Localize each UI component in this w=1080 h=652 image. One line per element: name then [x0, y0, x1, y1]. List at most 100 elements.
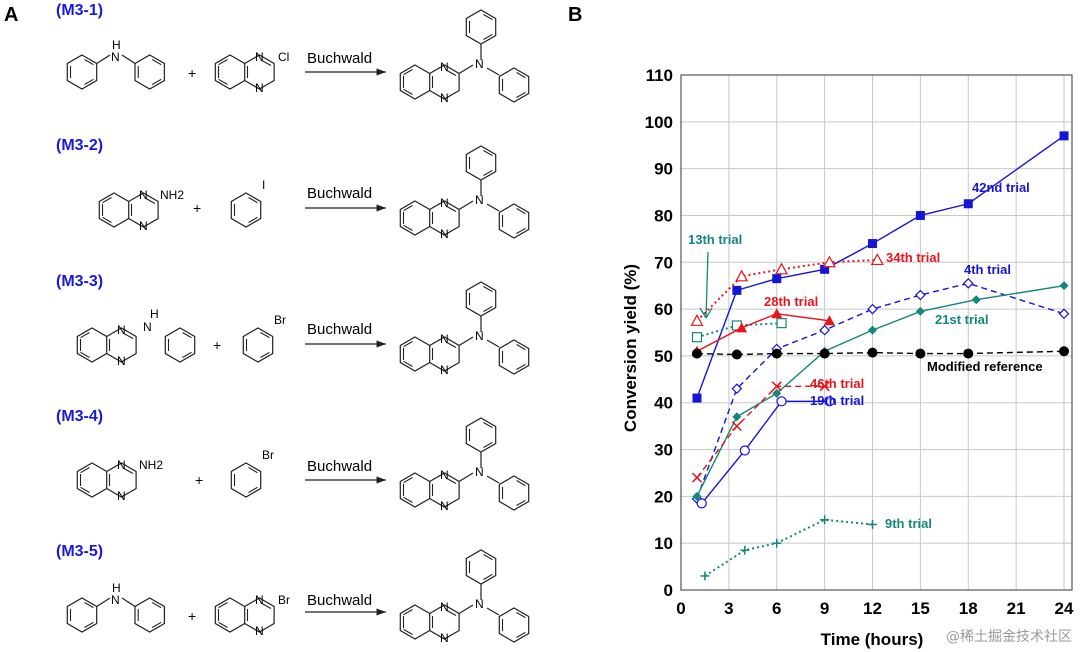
data-point — [696, 498, 707, 509]
x-tick-label: 9 — [820, 599, 829, 618]
series-annotation: 34th trial — [886, 250, 940, 265]
data-point — [868, 325, 878, 335]
atom-label: N — [117, 354, 126, 368]
atom-label: N — [139, 219, 148, 233]
atom-label: N — [475, 329, 484, 343]
atom-label: N — [475, 193, 484, 207]
data-point — [1059, 131, 1069, 141]
data-point — [915, 306, 925, 316]
data-point — [700, 571, 710, 581]
x-axis-label: Time (hours) — [821, 630, 924, 649]
iodobenzene-structure — [230, 192, 262, 228]
series-13th-trial — [691, 318, 787, 343]
data-point — [776, 396, 787, 407]
data-point — [772, 274, 782, 284]
arrow-label-m3-3: Buchwald — [307, 321, 373, 338]
data-point — [823, 315, 835, 326]
data-point — [868, 519, 878, 529]
x-tick-label: 0 — [676, 599, 685, 618]
series-9th-trial — [700, 515, 878, 581]
y-tick-label: 60 — [654, 300, 673, 319]
data-point — [731, 421, 742, 432]
data-point — [870, 253, 884, 266]
plus-sign-m3-1: + — [188, 65, 197, 81]
atom-label: NH2 — [160, 188, 184, 202]
data-point — [736, 322, 748, 333]
series-line — [696, 135, 1065, 399]
plus-sign-m3-4: + — [195, 472, 204, 488]
data-point — [771, 308, 783, 319]
atom-label: N — [440, 332, 449, 346]
atom-label: N — [440, 91, 449, 105]
data-point — [690, 314, 704, 326]
atom-label: N — [440, 631, 449, 645]
atom-label: N — [143, 320, 152, 334]
atom-label: H — [112, 581, 121, 595]
atom-label: Br — [274, 313, 286, 327]
data-point — [1058, 308, 1070, 320]
data-point — [963, 199, 973, 209]
x-tick-label: 21 — [1007, 599, 1026, 618]
series-42nd-trial — [692, 131, 1069, 403]
series-line — [704, 518, 873, 577]
atom-label: NH2 — [139, 458, 163, 472]
series-line — [696, 284, 1065, 497]
chart-axes: 0 10 20 30 40 50 60 70 80 90 100 110 0 3 6 9 12 15 18 21 24 — [645, 66, 1074, 618]
data-point — [771, 348, 782, 359]
y-tick-label: 110 — [646, 66, 673, 85]
data-point — [915, 348, 926, 359]
data-point — [824, 396, 835, 407]
reaction-label-m3-1: (M3-1) — [56, 2, 104, 19]
series-annotation: 28th trial — [764, 294, 818, 309]
atom-label: N — [255, 81, 264, 95]
data-point — [772, 388, 782, 398]
series-annotation: 13th trial — [688, 232, 742, 247]
data-point — [1059, 346, 1070, 357]
atom-label: Br — [262, 448, 274, 462]
series-21st-trial — [692, 281, 1069, 501]
series-line — [696, 350, 1065, 356]
data-point — [692, 491, 702, 501]
atom-label: H — [150, 307, 159, 321]
series-annotation: 46th trial — [810, 376, 864, 391]
series-line — [696, 385, 825, 479]
reaction-label-m3-5: (M3-5) — [56, 543, 104, 560]
y-tick-label: 30 — [654, 441, 673, 460]
data-point — [775, 262, 789, 275]
atom-label: Br — [278, 593, 290, 607]
product-structure — [400, 550, 528, 642]
atom-label: N — [440, 60, 449, 74]
data-point — [691, 332, 703, 343]
atom-label: N — [475, 465, 484, 479]
arrow-label-m3-2: Buchwald — [307, 185, 373, 202]
aminoquinoxaline-structure — [98, 192, 159, 228]
series-4th-trial — [691, 277, 1070, 505]
data-point — [819, 381, 830, 392]
series-line — [696, 282, 1065, 499]
anilinoquinoxaline-structure — [76, 327, 137, 363]
panel-a-letter: A — [4, 4, 19, 26]
data-point — [915, 289, 926, 301]
data-point — [819, 324, 830, 336]
atom-label: N — [111, 593, 120, 607]
y-tick-label: 100 — [645, 113, 673, 132]
arrow-label-m3-1: Buchwald — [307, 50, 373, 67]
series-annotation: 19th trial — [810, 393, 864, 408]
product-structure — [400, 10, 528, 102]
atom-label: N — [440, 363, 449, 377]
series-annotation: Modified reference — [927, 359, 1043, 374]
y-tick-label: 40 — [654, 394, 673, 413]
data-point — [776, 318, 787, 329]
atom-label: Cl — [278, 50, 289, 64]
plus-sign-m3-2: + — [193, 200, 202, 216]
annotation-pointer — [705, 307, 713, 319]
product-structure — [400, 418, 528, 510]
bromobenzene-structure — [242, 327, 274, 363]
x-tick-label: 24 — [1055, 599, 1074, 618]
bromoquinoxaline-structure — [214, 597, 275, 633]
atom-label: N — [255, 593, 264, 607]
x-tick-label: 6 — [772, 599, 781, 618]
atom-label: N — [475, 597, 484, 611]
data-point — [732, 412, 742, 422]
atom-label: I — [262, 178, 265, 192]
